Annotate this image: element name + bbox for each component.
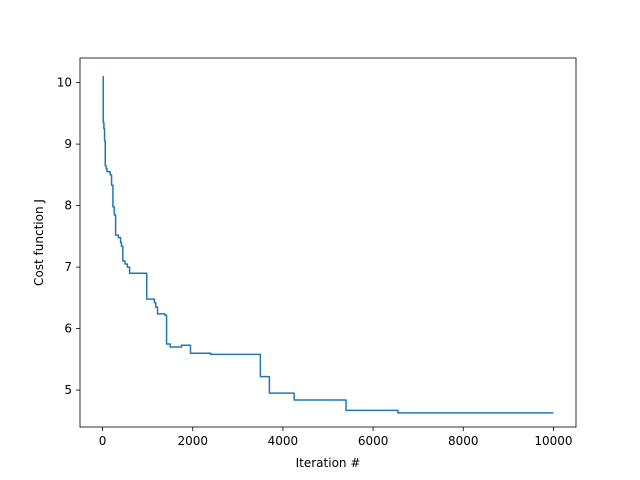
y-tick-label: 8 xyxy=(64,199,72,213)
x-tick-label: 6000 xyxy=(358,434,389,448)
x-axis-label: Iteration # xyxy=(296,456,361,470)
y-tick-label: 9 xyxy=(64,137,72,151)
y-tick-label: 6 xyxy=(64,322,72,336)
x-tick-label: 2000 xyxy=(177,434,208,448)
axes-frame xyxy=(79,57,577,428)
x-tick-label: 4000 xyxy=(268,434,299,448)
x-axis-ticks: 0 2000 4000 6000 8000 10000 xyxy=(99,427,573,448)
cost-series-line xyxy=(102,75,554,414)
x-tick-label: 8000 xyxy=(448,434,479,448)
x-tick-label: 10000 xyxy=(534,434,572,448)
x-tick-label: 0 xyxy=(99,434,107,448)
y-tick-label: 7 xyxy=(64,260,72,274)
y-tick-label: 5 xyxy=(64,383,72,397)
y-axis-label: Cost function J xyxy=(32,199,46,286)
y-tick-label: 10 xyxy=(57,76,72,90)
y-axis-ticks: 5 6 7 8 9 10 xyxy=(57,76,80,397)
